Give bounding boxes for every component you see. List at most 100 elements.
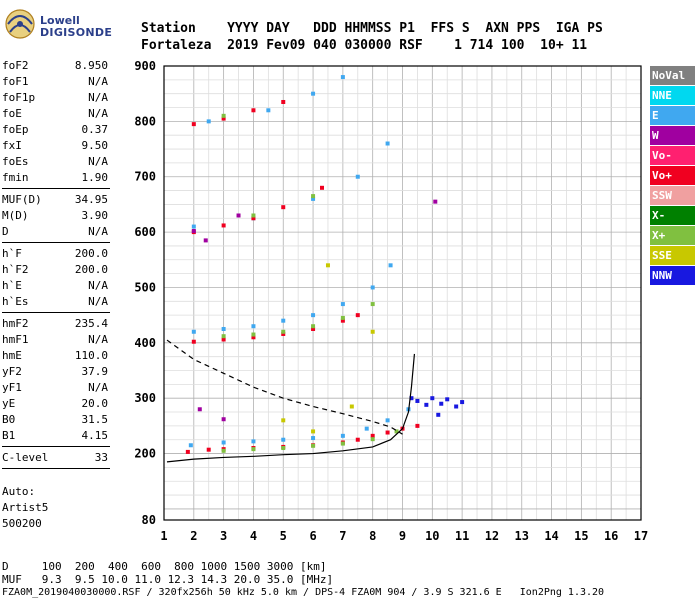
data-point-nne <box>311 436 316 441</box>
param-value: 200.0 <box>74 247 108 260</box>
data-point-vo <box>415 423 420 428</box>
param-key: B1 <box>2 429 16 442</box>
data-point-nne <box>311 196 316 201</box>
data-point-x <box>394 429 399 434</box>
muf-row: MUF 9.3 9.5 10.0 11.0 12.3 14.3 20.0 35.… <box>2 573 334 586</box>
x-tick-label: 10 <box>425 529 439 543</box>
param-row-fof1p: foF1p N/A <box>2 90 108 106</box>
data-point-x <box>281 329 286 334</box>
data-point-nnw <box>424 402 429 407</box>
param-key: foF1 <box>2 75 29 88</box>
param-value: 110.0 <box>74 349 108 362</box>
data-point-nnw <box>439 401 444 406</box>
data-point-x <box>370 437 375 442</box>
y-tick-label: 600 <box>134 225 156 239</box>
param-row-fmin: fmin 1.90 <box>2 170 108 186</box>
data-point-vo <box>251 216 256 221</box>
param-key: foF1p <box>2 91 36 104</box>
autoscale-info: Auto: Artist5 500200 <box>2 484 48 532</box>
y-tick-label: 700 <box>134 170 156 184</box>
data-point-x <box>221 448 226 453</box>
legend-item-vo: Vo+ <box>650 166 695 185</box>
data-point-vo <box>251 335 256 340</box>
param-value: N/A <box>88 295 108 308</box>
data-point-nnw <box>409 396 414 401</box>
param-row-mufd: MUF(D) 34.95 <box>2 192 108 208</box>
param-row-hf: h`F 200.0 <box>2 246 108 262</box>
data-point-x <box>311 324 316 329</box>
y-tick-label: 500 <box>134 280 156 294</box>
param-key: h`Es <box>2 295 29 308</box>
param-value: N/A <box>88 91 108 104</box>
param-value: 1.90 <box>81 171 109 184</box>
x-tick-label: 4 <box>250 529 257 543</box>
data-point-vo <box>385 430 390 435</box>
x-tick-label: 12 <box>485 529 499 543</box>
data-point-nne <box>281 437 286 442</box>
data-point-vo <box>206 447 211 452</box>
param-row-hf2: h`F2 200.0 <box>2 262 108 278</box>
param-value: N/A <box>88 333 108 346</box>
data-point-x <box>370 302 375 307</box>
x-tick-label: 5 <box>280 529 287 543</box>
data-point-nne <box>385 141 390 146</box>
data-point-w <box>221 417 226 422</box>
param-row-ye: yE 20.0 <box>2 396 108 412</box>
param-row-fof1: foF1 N/A <box>2 74 108 90</box>
auto-label: Auto: <box>2 485 36 498</box>
data-point-x <box>221 334 226 339</box>
plot-frame <box>163 65 642 521</box>
param-separator <box>2 242 110 243</box>
param-row-fxi: fxI 9.50 <box>2 138 108 154</box>
data-point-nne <box>251 324 256 329</box>
auto-version: 500200 <box>2 517 42 530</box>
legend-item-x: X+ <box>650 226 695 245</box>
distance-row: D 100 200 400 600 800 1000 1500 3000 [km… <box>2 560 327 573</box>
param-value: N/A <box>88 381 108 394</box>
data-point-x <box>311 443 316 448</box>
param-key: D <box>2 225 9 238</box>
param-value: N/A <box>88 279 108 292</box>
param-value: 34.95 <box>74 193 108 206</box>
data-point-nne <box>340 433 345 438</box>
legend-item-ssw: SSW <box>650 186 695 205</box>
x-tick-label: 14 <box>544 529 558 543</box>
param-value: 3.90 <box>81 209 109 222</box>
param-row-b0: B0 31.5 <box>2 412 108 428</box>
data-point-nnw <box>445 397 450 402</box>
data-point-vo <box>340 318 345 323</box>
data-point-nne <box>191 224 196 229</box>
param-value: 33 <box>94 451 108 464</box>
y-tick-label: 300 <box>134 391 156 405</box>
param-key: foEs <box>2 155 29 168</box>
data-point-vo <box>185 449 190 454</box>
param-key: MUF(D) <box>2 193 42 206</box>
x-tick-label: 9 <box>399 529 406 543</box>
data-point-x <box>251 332 256 337</box>
data-point-w <box>203 238 208 243</box>
data-point-x <box>251 213 256 218</box>
param-key: foEp <box>2 123 29 136</box>
param-value: 9.50 <box>81 139 109 152</box>
data-point-w <box>197 407 202 412</box>
data-point-nne <box>364 426 369 431</box>
data-point-nne <box>206 119 211 124</box>
data-point-vo <box>370 433 375 438</box>
lowell-digisonde-logo: Lowell DIGISONDE <box>2 4 112 44</box>
param-key: yF1 <box>2 381 22 394</box>
data-point-vo <box>355 437 360 442</box>
param-value: 8.950 <box>74 59 108 72</box>
ionogram-chart: 1 2 3 4 5 6 7 8 9 10 11 12 13 14 15 16 17200300400500600… <box>134 59 648 543</box>
data-point-vo <box>221 223 226 228</box>
data-point-sse <box>370 329 375 334</box>
param-value: N/A <box>88 75 108 88</box>
param-value: 4.15 <box>81 429 109 442</box>
data-point-nnw <box>415 398 420 403</box>
profile-dashed-line <box>166 339 403 435</box>
param-key: foE <box>2 107 22 120</box>
data-point-vo <box>281 205 286 210</box>
param-key: hmF1 <box>2 333 29 346</box>
param-key: hmE <box>2 349 22 362</box>
param-value: N/A <box>88 225 108 238</box>
auto-program: Artist5 <box>2 501 49 514</box>
